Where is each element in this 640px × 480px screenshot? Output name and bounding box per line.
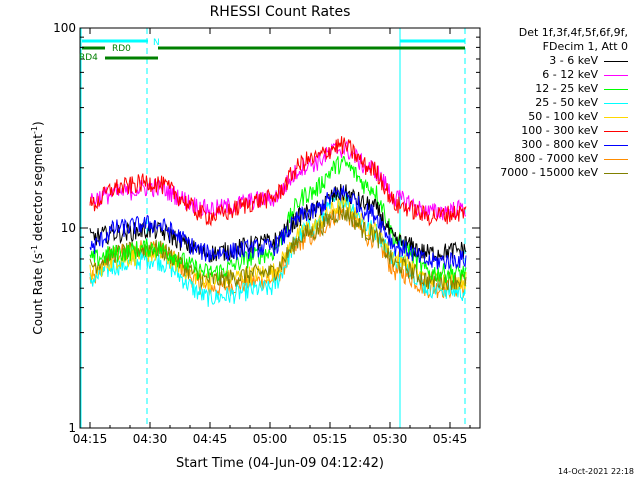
- legend-item: 7000 - 15000 keV: [470, 166, 630, 180]
- annotation-rd0: RD0: [112, 44, 131, 54]
- legend-header-line: Det 1f,3f,4f,5f,6f,9f,: [518, 26, 628, 39]
- legend-item: 50 - 100 keV: [470, 110, 630, 124]
- legend-swatch: [604, 74, 628, 76]
- y-tick-label: 10: [61, 221, 76, 235]
- x-tick-label: 04:15: [73, 432, 108, 446]
- legend-label: 3 - 6 keV: [549, 54, 598, 67]
- series-line: [89, 204, 467, 291]
- legend-item: 6 - 12 keV: [470, 68, 630, 82]
- y-axis: 1 10 100: [53, 21, 480, 435]
- x-axis: 04:15 04:30 04:45 05:00 05:15 05:30 05:45: [73, 28, 471, 446]
- legend-item: 100 - 300 keV: [470, 124, 630, 138]
- x-tick-label: 05:15: [313, 432, 348, 446]
- legend: Det 1f,3f,4f,5f,6f,9f, FDecim 1, Att 0 3…: [470, 26, 630, 180]
- y-axis-label-exp: -1: [30, 126, 39, 134]
- annotations: RD0 RD4 N: [79, 38, 160, 63]
- x-tick-label: 05:30: [373, 432, 408, 446]
- legend-swatch: [604, 130, 628, 132]
- series-line: [89, 139, 467, 221]
- legend-label: 800 - 7000 keV: [514, 152, 598, 165]
- x-tick-label: 04:45: [193, 432, 228, 446]
- x-tick-label: 05:00: [253, 432, 288, 446]
- y-axis-label-part: ): [31, 121, 45, 126]
- legend-swatch: [604, 172, 628, 174]
- y-tick-label: 1: [68, 421, 76, 435]
- legend-item: 300 - 800 keV: [470, 138, 630, 152]
- series-line: [89, 185, 467, 271]
- legend-label: 50 - 100 keV: [528, 110, 598, 123]
- legend-swatch: [604, 116, 628, 118]
- legend-label: 100 - 300 keV: [521, 124, 598, 137]
- y-axis-label: Count Rate (s-1 detector segment-1): [30, 121, 45, 334]
- y-axis-label-part: Count Rate (s: [31, 253, 45, 335]
- legend-swatch: [604, 144, 628, 146]
- series-layer: [89, 136, 467, 307]
- y-axis-label-part: detector segment: [31, 134, 45, 245]
- x-tick-label: 05:45: [433, 432, 468, 446]
- legend-swatch: [604, 158, 628, 160]
- annotation-rd4: RD4: [79, 53, 98, 63]
- legend-swatch: [604, 60, 628, 62]
- legend-header-line: FDecim 1, Att 0: [542, 40, 628, 53]
- legend-item: 25 - 50 keV: [470, 96, 630, 110]
- legend-label: 25 - 50 keV: [535, 96, 598, 109]
- legend-item: 3 - 6 keV: [470, 54, 630, 68]
- legend-swatch: [604, 102, 628, 104]
- x-tick-label: 04:30: [133, 432, 168, 446]
- legend-swatch: [604, 88, 628, 90]
- legend-label: 300 - 800 keV: [521, 138, 598, 151]
- legend-label: 7000 - 15000 keV: [500, 166, 598, 179]
- x-axis-label: Start Time (04-Jun-09 04:12:42): [176, 456, 384, 471]
- y-axis-label-exp: -1: [30, 245, 39, 253]
- y-tick-label: 100: [53, 21, 76, 35]
- legend-item: 12 - 25 keV: [470, 82, 630, 96]
- legend-label: 6 - 12 keV: [542, 68, 598, 81]
- series-line: [89, 136, 467, 227]
- chart-title: RHESSI Count Rates: [210, 4, 351, 20]
- legend-item: 800 - 7000 keV: [470, 152, 630, 166]
- legend-label: 12 - 25 keV: [535, 82, 598, 95]
- timestamp: 14-Oct-2021 22:18: [558, 467, 634, 476]
- annotation-n: N: [153, 38, 160, 48]
